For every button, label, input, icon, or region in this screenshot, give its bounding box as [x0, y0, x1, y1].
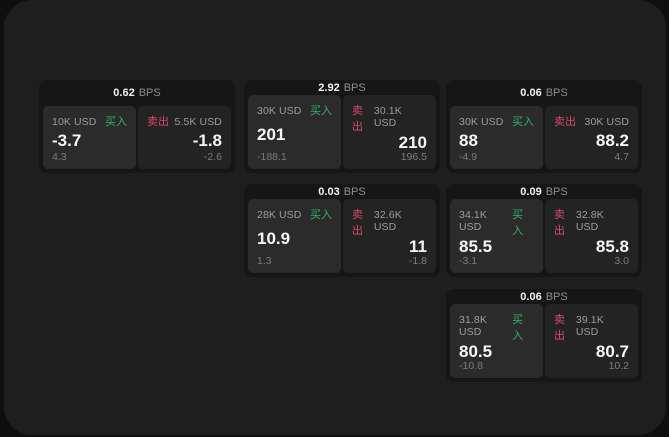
quote-panels: 30K USD 买入 88 -4.9 卖出 30K USD 88.2 4.7: [450, 106, 638, 169]
bps-value: 0.09: [520, 185, 542, 198]
sell-sub-value: 10.2: [608, 360, 629, 372]
sell-panel[interactable]: 卖出 5.5K USD -1.8 -2.6: [138, 106, 231, 169]
buy-sub-value: 1.3: [257, 255, 272, 267]
sell-notional: 5.5K USD: [174, 116, 222, 128]
buy-price: 85.5: [459, 237, 493, 256]
bps-unit-label: BPS: [545, 87, 568, 99]
bps-value: 0.06: [520, 290, 542, 303]
bps-unit-label: BPS: [138, 87, 161, 99]
sell-label: 卖出: [554, 116, 576, 128]
buy-label: 买入: [512, 116, 534, 128]
sell-panel[interactable]: 卖出 32.8K USD 85.8 3.0: [545, 199, 638, 273]
sell-sub-value: 196.5: [400, 151, 427, 163]
buy-panel[interactable]: 28K USD 买入 10.9 1.3: [248, 199, 341, 273]
sell-price: 80.7: [595, 342, 629, 361]
card-header: 0.62 BPS: [43, 80, 231, 106]
buy-label: 买入: [512, 209, 524, 237]
buy-notional: 30K USD: [257, 105, 302, 117]
quote-card: 0.06 BPS 30K USD 买入 88 -4.9 卖出 30K USD 8…: [446, 80, 642, 173]
bps-unit-label: BPS: [545, 185, 568, 198]
buy-sub-value: -3.1: [459, 255, 478, 267]
buy-notional: 31.8K USD: [459, 314, 487, 338]
sell-panel[interactable]: 卖出 30K USD 88.2 4.7: [545, 106, 638, 169]
buy-price: 201: [257, 125, 286, 144]
bps-unit-label: BPS: [343, 185, 366, 198]
sell-sub-value: 3.0: [614, 255, 629, 267]
buy-label: 买入: [310, 209, 332, 221]
sell-price: 85.8: [595, 237, 629, 256]
buy-notional: 10K USD: [52, 116, 97, 128]
sell-sub-value: -2.6: [203, 151, 222, 163]
sell-label: 卖出: [147, 116, 169, 128]
sell-notional: 39.1K USD: [575, 314, 604, 338]
bps-unit-label: BPS: [343, 81, 366, 94]
buy-notional: 28K USD: [257, 209, 302, 221]
bps-value: 0.06: [520, 87, 542, 99]
quote-panels: 34.1K USD 买入 85.5 -3.1 卖出 32.8K USD 85.8…: [450, 199, 638, 273]
sell-sub-value: 4.7: [614, 151, 629, 163]
sell-price: -1.8: [192, 130, 222, 150]
card-header: 0.06 BPS: [450, 80, 638, 106]
quote-panels: 28K USD 买入 10.9 1.3 卖出 32.6K USD 11 -1.8: [248, 199, 436, 273]
buy-panel[interactable]: 30K USD 买入 201 -188.1: [248, 95, 341, 169]
sell-price: 210: [398, 133, 427, 152]
sell-panel[interactable]: 卖出 32.6K USD 11 -1.8: [343, 199, 436, 273]
sell-price: 11: [409, 237, 427, 256]
sell-label: 卖出: [352, 209, 363, 237]
bps-unit-label: BPS: [545, 290, 568, 303]
quote-panels: 30K USD 买入 201 -188.1 卖出 30.1K USD 210 1…: [248, 95, 436, 169]
quote-panels: 31.8K USD 买入 80.5 -10.8 卖出 39.1K USD 80.…: [450, 304, 638, 378]
sell-notional: 32.8K USD: [575, 209, 604, 233]
buy-sub-value: 4.3: [52, 151, 67, 163]
buy-label: 买入: [105, 116, 127, 128]
buy-panel[interactable]: 10K USD 买入 -3.7 4.3: [43, 106, 136, 169]
sell-notional: 30K USD: [584, 116, 629, 128]
bps-value: 0.03: [318, 185, 340, 198]
app-window: 0.62 BPS 10K USD 买入 -3.7 4.3 卖出 5.5K USD…: [4, 0, 666, 435]
quote-card: 0.62 BPS 10K USD 买入 -3.7 4.3 卖出 5.5K USD…: [39, 80, 235, 173]
buy-label: 买入: [310, 105, 332, 117]
buy-price: 88: [459, 130, 478, 150]
sell-label: 卖出: [554, 209, 565, 237]
buy-panel[interactable]: 30K USD 买入 88 -4.9: [450, 106, 543, 169]
buy-sub-value: -188.1: [257, 151, 287, 163]
buy-price: 10.9: [257, 229, 291, 248]
bps-value: 2.92: [318, 81, 340, 94]
buy-label: 买入: [512, 314, 524, 342]
buy-price: 80.5: [459, 342, 493, 361]
quote-panels: 10K USD 买入 -3.7 4.3 卖出 5.5K USD -1.8 -2.…: [43, 106, 231, 169]
sell-sub-value: -1.8: [408, 255, 427, 267]
sell-price: 88.2: [595, 130, 629, 150]
card-header: 0.03 BPS: [248, 184, 436, 199]
quote-card: 0.03 BPS 28K USD 买入 10.9 1.3 卖出 32.6K US…: [244, 184, 440, 277]
sell-panel[interactable]: 卖出 39.1K USD 80.7 10.2: [545, 304, 638, 378]
quote-card: 0.09 BPS 34.1K USD 买入 85.5 -3.1 卖出 32.8K…: [446, 184, 642, 277]
sell-notional: 30.1K USD: [373, 105, 402, 129]
sell-label: 卖出: [352, 105, 363, 133]
buy-panel[interactable]: 34.1K USD 买入 85.5 -3.1: [450, 199, 543, 273]
buy-sub-value: -4.9: [459, 151, 478, 163]
buy-notional: 34.1K USD: [459, 209, 487, 233]
bps-value: 0.62: [113, 87, 135, 99]
quote-card: 2.92 BPS 30K USD 买入 201 -188.1 卖出 30.1K …: [244, 80, 440, 173]
quote-card: 0.06 BPS 31.8K USD 买入 80.5 -10.8 卖出 39.1…: [446, 289, 642, 382]
buy-notional: 30K USD: [459, 116, 504, 128]
sell-label: 卖出: [554, 314, 565, 342]
buy-price: -3.7: [52, 130, 82, 150]
buy-sub-value: -10.8: [459, 360, 483, 372]
card-header: 0.06 BPS: [450, 289, 638, 304]
card-header: 2.92 BPS: [248, 80, 436, 95]
buy-panel[interactable]: 31.8K USD 买入 80.5 -10.8: [450, 304, 543, 378]
sell-notional: 32.6K USD: [373, 209, 402, 233]
card-header: 0.09 BPS: [450, 184, 638, 199]
sell-panel[interactable]: 卖出 30.1K USD 210 196.5: [343, 95, 436, 169]
